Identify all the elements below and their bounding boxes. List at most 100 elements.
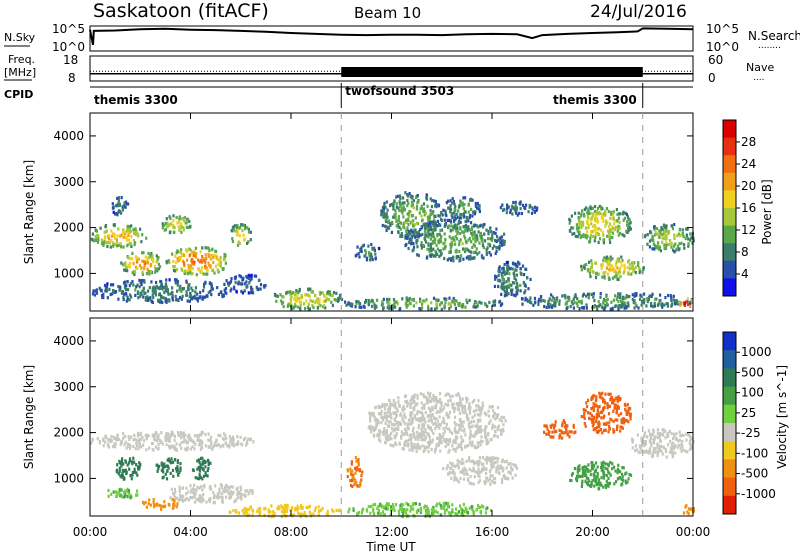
heatmap-cell bbox=[209, 445, 212, 450]
heatmap-cell bbox=[193, 296, 196, 300]
heatmap-cell bbox=[451, 201, 454, 205]
heatmap-cell bbox=[429, 414, 432, 418]
heatmap-cell bbox=[420, 214, 423, 218]
heatmap-cell bbox=[384, 413, 387, 417]
heatmap-cell bbox=[211, 247, 214, 251]
heatmap-cell bbox=[381, 300, 384, 304]
heatmap-cell bbox=[124, 205, 127, 209]
heatmap-cell bbox=[246, 241, 249, 245]
heatmap-cell bbox=[468, 249, 471, 253]
heatmap-cell bbox=[280, 510, 284, 514]
heatmap-cell bbox=[546, 427, 549, 431]
heatmap-cell bbox=[209, 257, 212, 261]
heatmap-cell bbox=[580, 214, 583, 218]
heatmap-cell bbox=[293, 302, 297, 306]
heatmap-cell bbox=[442, 208, 445, 212]
heatmap-cell bbox=[120, 495, 123, 499]
heatmap-cell bbox=[152, 434, 155, 438]
heatmap-cell bbox=[416, 412, 419, 416]
heatmap-cell bbox=[432, 296, 436, 300]
heatmap-cell bbox=[167, 298, 170, 302]
heatmap-cell bbox=[380, 415, 383, 419]
heatmap-cell bbox=[418, 502, 421, 506]
heatmap-cell bbox=[520, 211, 523, 216]
heatmap-cell bbox=[133, 467, 136, 471]
heatmap-cell bbox=[245, 274, 248, 279]
heatmap-cell bbox=[127, 435, 130, 439]
heatmap-cell bbox=[293, 297, 296, 301]
heatmap-cell bbox=[466, 511, 470, 515]
heatmap-cell bbox=[604, 303, 607, 307]
heatmap-cell bbox=[157, 446, 160, 450]
heatmap-cell bbox=[616, 418, 619, 422]
heatmap-cell bbox=[592, 305, 596, 309]
heatmap-cell bbox=[474, 470, 477, 474]
heatmap-cell bbox=[128, 459, 131, 463]
heatmap-cell bbox=[346, 475, 349, 479]
heatmap-cell bbox=[684, 300, 687, 304]
heatmap-cell bbox=[411, 411, 414, 415]
heatmap-cell bbox=[514, 204, 517, 208]
heatmap-cell bbox=[179, 433, 182, 437]
heatmap-cell bbox=[447, 199, 450, 203]
heatmap-cell bbox=[110, 229, 113, 233]
heatmap-cell bbox=[566, 424, 569, 428]
heatmap-cell bbox=[438, 232, 441, 236]
heatmap-cell bbox=[440, 404, 443, 408]
heatmap-cell bbox=[164, 296, 167, 301]
heatmap-cell bbox=[594, 403, 597, 407]
heatmap-cell bbox=[337, 509, 340, 513]
heatmap-cell bbox=[603, 256, 606, 260]
heatmap-cell bbox=[230, 277, 233, 281]
heatmap-cell bbox=[390, 416, 393, 420]
heatmap-cell bbox=[558, 435, 561, 439]
heatmap-cell bbox=[574, 211, 577, 215]
heatmap-cell bbox=[389, 407, 392, 411]
heatmap-cell bbox=[627, 217, 630, 221]
heatmap-cell bbox=[161, 442, 164, 446]
heatmap-cell bbox=[217, 433, 220, 437]
heatmap-cell bbox=[600, 263, 603, 267]
heatmap-cell bbox=[206, 294, 209, 298]
heatmap-cell bbox=[674, 302, 677, 306]
heatmap-cell bbox=[152, 296, 155, 300]
heatmap-cell bbox=[164, 504, 167, 508]
heatmap-cell bbox=[467, 407, 470, 411]
heatmap-cell bbox=[603, 276, 606, 280]
heatmap-cell bbox=[418, 417, 421, 421]
heatmap-cell bbox=[157, 433, 160, 437]
heatmap-cell bbox=[620, 260, 623, 264]
heatmap-cell bbox=[114, 212, 117, 216]
heatmap-cell bbox=[403, 208, 407, 212]
heatmap-cell bbox=[151, 289, 154, 293]
heatmap-cell bbox=[411, 417, 414, 421]
colorbar-swatch bbox=[723, 278, 736, 297]
heatmap-cell bbox=[402, 432, 405, 436]
heatmap-cell bbox=[473, 398, 476, 402]
heatmap-cell bbox=[198, 473, 201, 477]
heatmap-cell bbox=[503, 232, 506, 236]
heatmap-cell bbox=[326, 297, 329, 301]
heatmap-cell bbox=[571, 302, 574, 306]
heatmap-cell bbox=[683, 302, 686, 306]
heatmap-cell bbox=[539, 298, 542, 302]
heatmap-cell bbox=[411, 419, 414, 423]
heatmap-cell bbox=[597, 304, 600, 308]
heatmap-cell bbox=[440, 218, 443, 222]
cpid-segment-label: themis 3300 bbox=[94, 93, 178, 107]
heatmap-cell bbox=[497, 267, 501, 271]
heatmap-cell bbox=[459, 257, 462, 261]
heatmap-cell bbox=[414, 228, 417, 232]
heatmap-cell bbox=[182, 286, 185, 291]
heatmap-cell bbox=[166, 458, 169, 462]
heatmap-cell bbox=[452, 300, 455, 304]
heatmap-cell bbox=[160, 461, 163, 465]
heatmap-cell bbox=[607, 476, 610, 480]
heatmap-cell bbox=[250, 286, 253, 290]
heatmap-cell bbox=[142, 251, 145, 255]
heatmap-cell bbox=[107, 488, 110, 493]
heatmap-cell bbox=[689, 232, 692, 236]
heatmap-cell bbox=[406, 226, 409, 230]
heatmap-cell bbox=[163, 228, 166, 232]
